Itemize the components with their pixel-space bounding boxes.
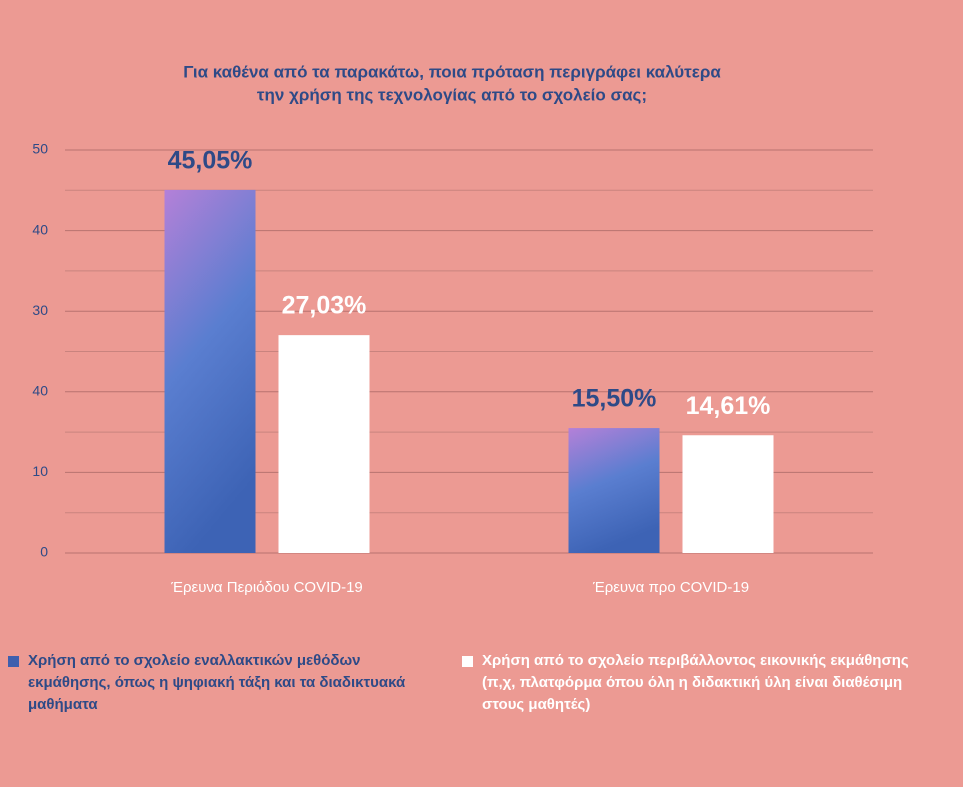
x-tick-label: Έρευνα προ COVID-19 — [592, 579, 749, 596]
bar — [164, 189, 256, 553]
legend-entry: Χρήση από το σχολείο περιβάλλοντος εικον… — [462, 650, 912, 716]
data-label: 14,61% — [686, 392, 771, 420]
legend-entry: Χρήση από το σχολείο εναλλακτικών μεθόδω… — [8, 650, 408, 716]
bar — [278, 335, 370, 553]
x-tick-label: Έρευνα Περιόδου COVID-19 — [170, 579, 363, 596]
data-label: 45,05% — [168, 147, 253, 175]
legend-swatch — [8, 656, 19, 667]
y-tick-label: 0 — [40, 544, 48, 560]
data-label: 15,50% — [572, 385, 657, 413]
legend-swatch — [462, 656, 473, 667]
data-label: 27,03% — [282, 292, 367, 320]
y-tick-label: 30 — [32, 302, 48, 318]
chart-title: Για καθένα από τα παρακάτω, ποια πρόταση… — [183, 62, 721, 81]
bar — [568, 428, 660, 553]
legend-label: Χρήση από το σχολείο περιβάλλοντος εικον… — [482, 652, 909, 713]
y-tick-label: 40 — [32, 221, 48, 237]
y-tick-label: 50 — [32, 141, 48, 157]
bar — [682, 435, 774, 553]
chart-title: την χρήση της τεχνολογίας από το σχολείο… — [257, 85, 647, 104]
y-tick-label: 10 — [32, 463, 48, 479]
legend-label: Χρήση από το σχολείο εναλλακτικών μεθόδω… — [28, 652, 406, 713]
y-tick-label: 40 — [32, 383, 48, 399]
